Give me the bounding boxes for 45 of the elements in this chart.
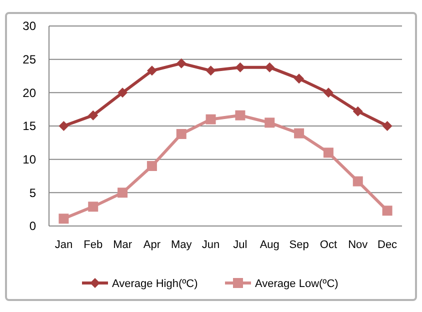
point: [323, 148, 334, 158]
point: [294, 128, 304, 138]
point: [88, 110, 98, 120]
point: [294, 74, 304, 84]
point: [264, 118, 275, 128]
point: [58, 214, 69, 224]
point: [176, 129, 186, 139]
point: [382, 206, 392, 216]
x-tick-label: Jun: [202, 239, 220, 251]
point: [88, 202, 98, 212]
y-tick-label: 0: [29, 219, 36, 234]
x-tick-label: Aug: [260, 239, 280, 251]
x-tick-label: Jan: [54, 239, 73, 251]
x-tick-label: Apr: [143, 239, 161, 251]
y-tick-label: 10: [22, 152, 36, 167]
point: [118, 88, 128, 98]
x-tick-label: Dec: [378, 239, 398, 251]
y-tick-label: 15: [22, 119, 36, 134]
y-tick-label: 30: [22, 19, 36, 34]
x-tick-label: Mar: [113, 239, 132, 251]
point: [352, 176, 363, 186]
x-tick-label: Sep: [289, 239, 309, 251]
y-tick-label: 20: [22, 86, 36, 100]
point: [58, 121, 69, 131]
point: [206, 114, 216, 124]
x-tick-label: Jul: [233, 239, 248, 251]
point: [146, 66, 157, 76]
x-tick-label: May: [170, 239, 192, 251]
x-tick-label: Oct: [320, 239, 338, 251]
point: [264, 62, 275, 72]
point: [176, 58, 186, 68]
y-tick-label: 25: [22, 52, 36, 67]
legend-label: Average Low(ºC): [255, 278, 338, 290]
point: [146, 161, 157, 171]
point: [206, 66, 216, 76]
point: [323, 88, 334, 98]
legend-label: Average High(ºC): [112, 278, 198, 290]
point: [382, 121, 392, 131]
x-tick-label: Feb: [84, 239, 103, 251]
point: [235, 110, 246, 120]
point: [352, 106, 363, 116]
y-tick-label: 5: [29, 186, 36, 200]
x-tick-label: Nov: [348, 239, 368, 251]
point: [118, 188, 128, 198]
point: [235, 62, 246, 72]
